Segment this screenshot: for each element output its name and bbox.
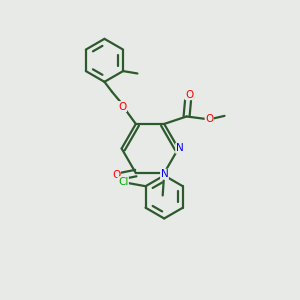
Text: O: O bbox=[118, 102, 127, 112]
Text: O: O bbox=[205, 114, 213, 124]
Text: N: N bbox=[176, 143, 183, 153]
Text: N: N bbox=[160, 169, 168, 179]
Text: O: O bbox=[112, 170, 120, 181]
Text: Cl: Cl bbox=[118, 177, 128, 187]
Text: O: O bbox=[185, 90, 194, 100]
